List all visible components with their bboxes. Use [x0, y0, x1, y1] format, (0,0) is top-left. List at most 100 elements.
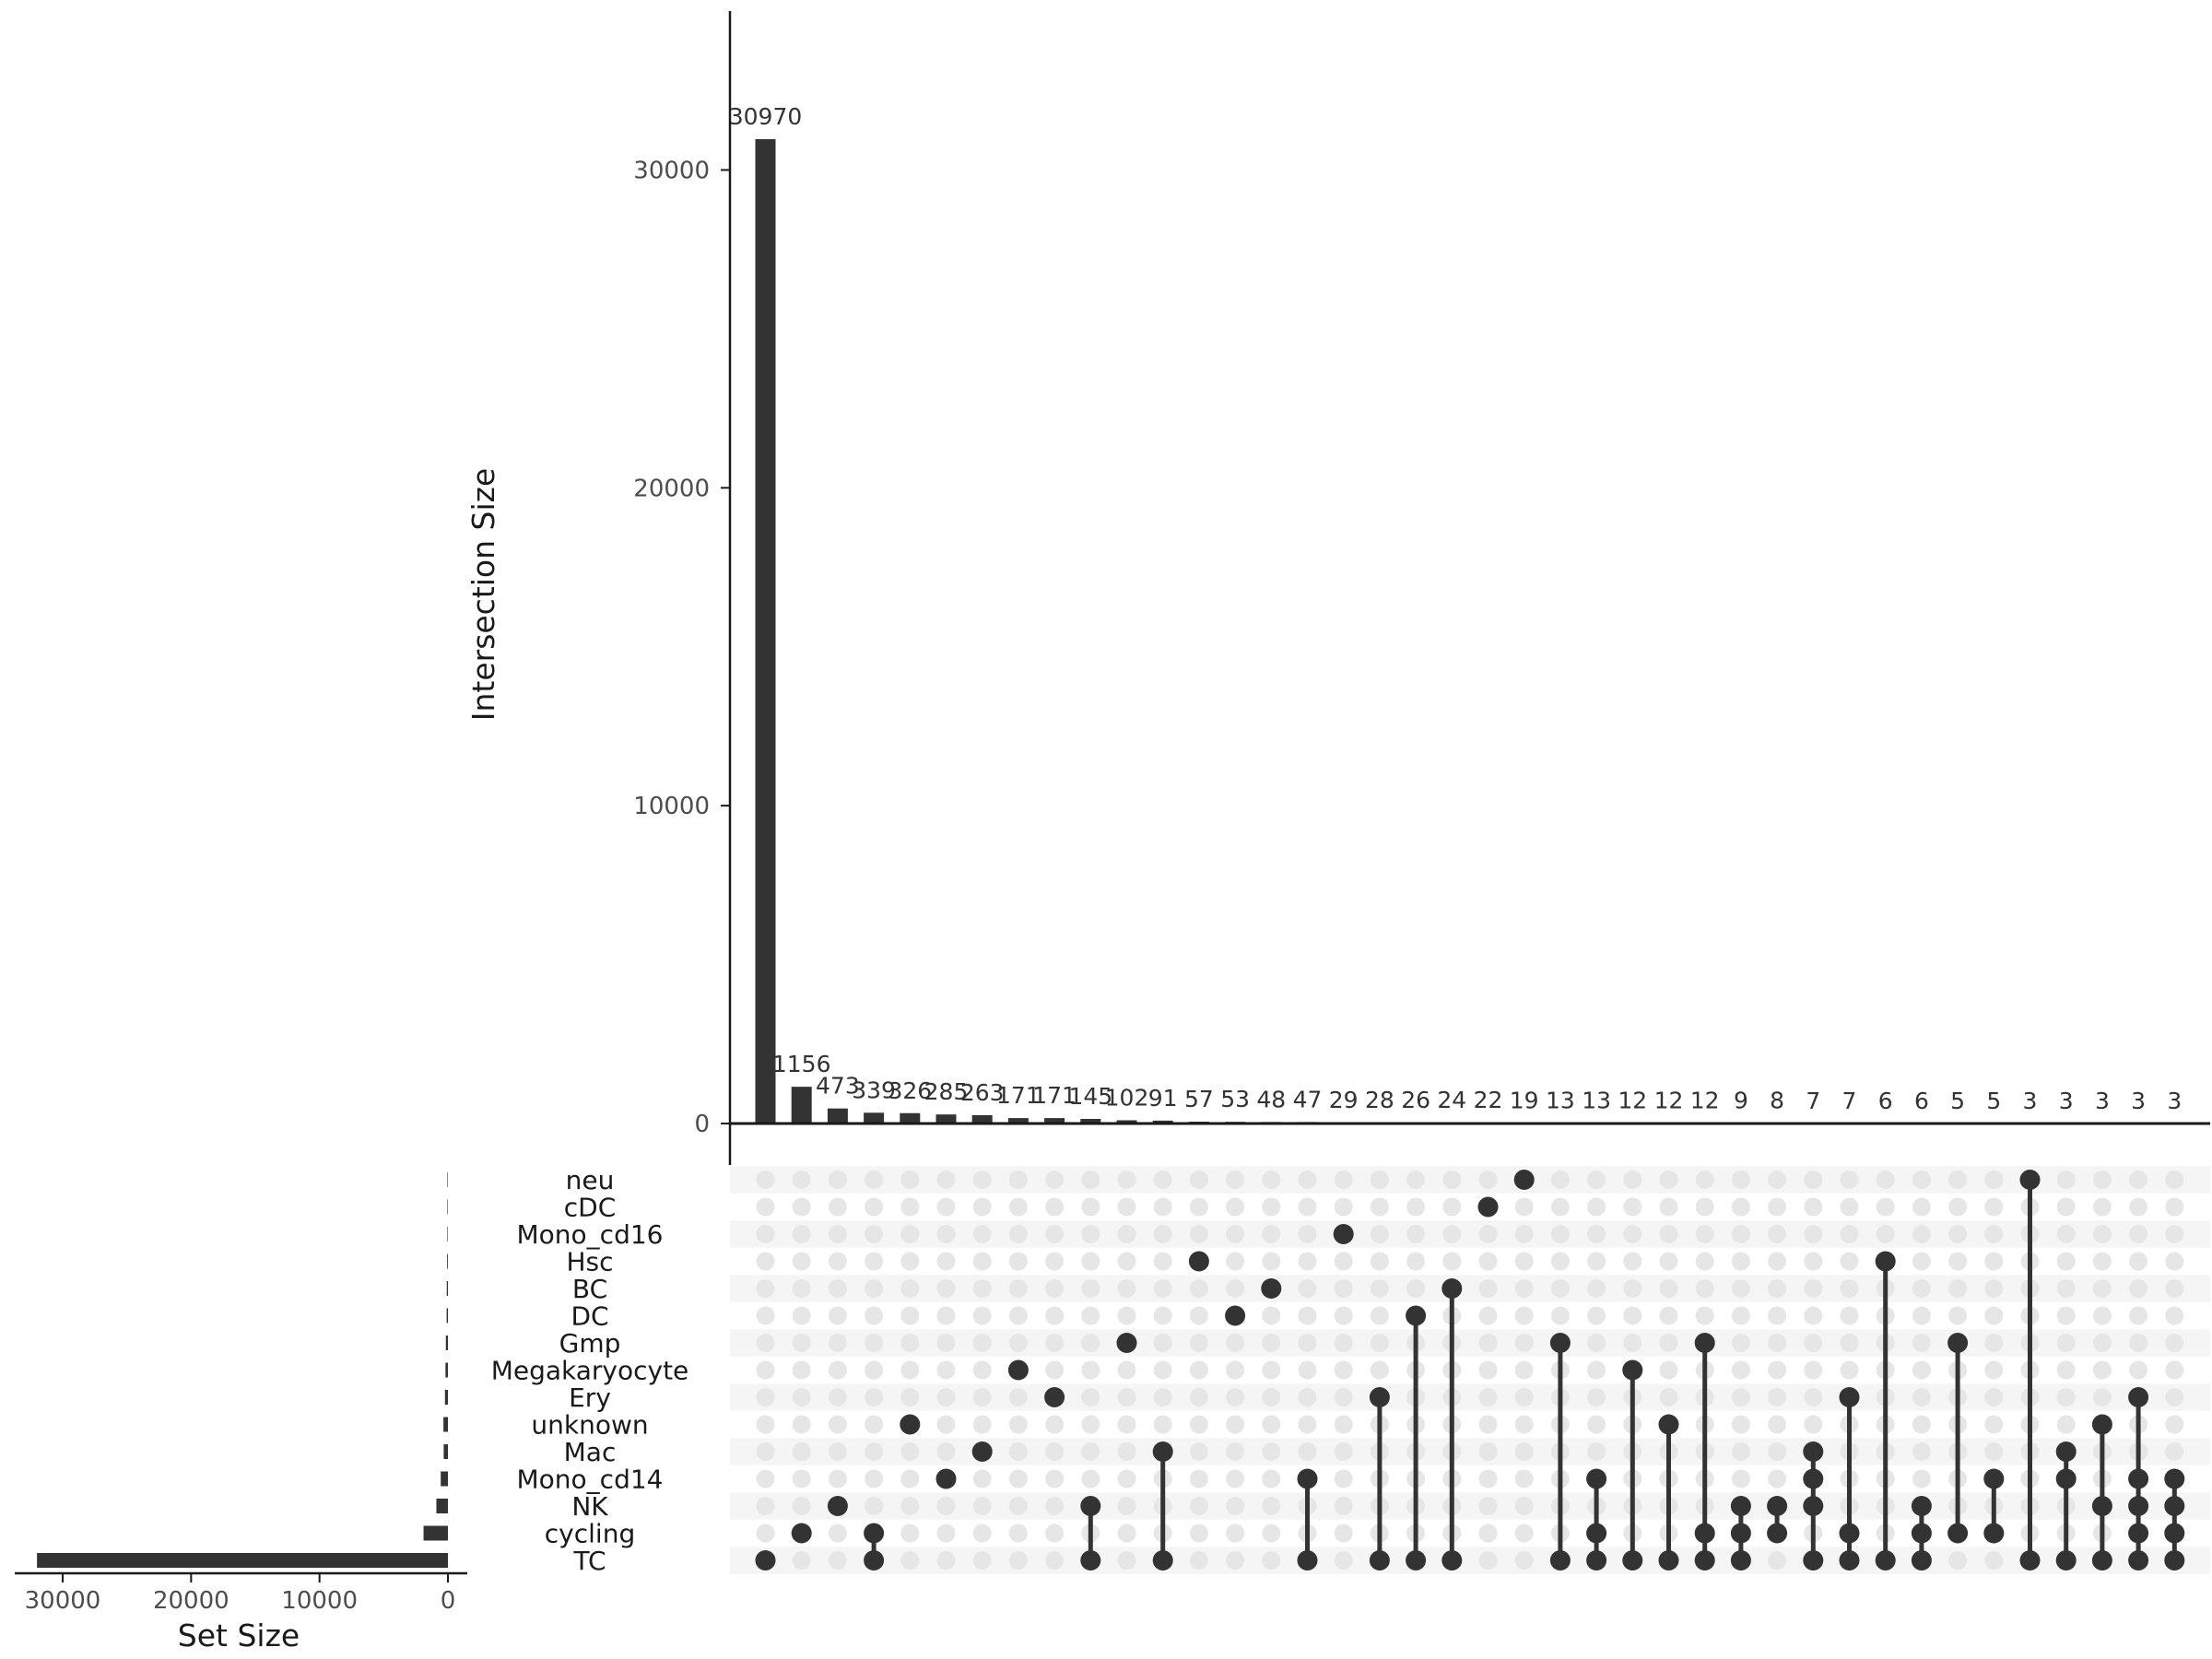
matrix-dot-inactive [1514, 1388, 1534, 1406]
matrix-dot-inactive [1840, 1225, 1859, 1243]
matrix-dot-inactive [1226, 1360, 1245, 1380]
matrix-dot-inactive [1984, 1551, 2004, 1570]
intersection-bar [900, 1112, 921, 1124]
matrix-dot-inactive [865, 1306, 884, 1325]
matrix-dot-inactive [1081, 1360, 1100, 1380]
matrix-dot-inactive [1045, 1197, 1065, 1217]
matrix-dot-inactive [1081, 1171, 1100, 1189]
intersection-bar-label: 13 [1546, 1088, 1575, 1114]
matrix-dot-inactive [1045, 1469, 1065, 1488]
matrix-dot-inactive [1623, 1306, 1642, 1325]
matrix-dot-inactive [1334, 1524, 1353, 1543]
matrix-dot-inactive [1189, 1334, 1208, 1352]
matrix-dot-inactive [1768, 1171, 1787, 1189]
matrix-dot-inactive [1587, 1388, 1606, 1406]
intersection-bar-label: 7 [1806, 1088, 1820, 1114]
matrix-dot-inactive [1081, 1415, 1100, 1434]
intersection-bar-label: 3 [2131, 1088, 2146, 1114]
matrix-dot-inactive [865, 1415, 884, 1434]
matrix-dot-inactive [1081, 1334, 1100, 1352]
intersection-bar-label: 12 [1690, 1088, 1720, 1114]
matrix-dot-inactive [936, 1197, 956, 1217]
matrix-dot-active [2128, 1550, 2149, 1571]
matrix-dot-inactive [1370, 1279, 1389, 1298]
intersection-matrix [755, 1170, 2185, 1571]
matrix-dot-inactive [1948, 1306, 1968, 1325]
set-labels: neucDCMono_cd16HscBCDCGmpMegakaryocyteEr… [491, 1165, 689, 1576]
matrix-dot-inactive [1226, 1334, 1245, 1352]
matrix-dot-inactive [1008, 1171, 1028, 1189]
matrix-dot-inactive [1514, 1524, 1534, 1543]
matrix-dot-inactive [1731, 1171, 1750, 1189]
matrix-dot-inactive [2056, 1388, 2076, 1406]
matrix-dot-inactive [1840, 1360, 1859, 1380]
matrix-dot-inactive [1731, 1442, 1750, 1461]
matrix-dot-inactive [792, 1279, 811, 1298]
matrix-dot-active [864, 1523, 885, 1544]
intersection-bar-label: 47 [1293, 1086, 1323, 1112]
set-label: DC [571, 1301, 608, 1332]
matrix-dot-inactive [2129, 1197, 2148, 1217]
matrix-dot-inactive [1189, 1225, 1208, 1243]
matrix-dot-active [1839, 1387, 1860, 1407]
matrix-dot-inactive [1840, 1279, 1859, 1298]
matrix-dot-inactive [1550, 1225, 1570, 1243]
matrix-dot-inactive [1768, 1551, 1787, 1570]
matrix-dot-inactive [1189, 1469, 1208, 1488]
matrix-dot-inactive [792, 1252, 811, 1271]
set-size-bar [447, 1199, 448, 1215]
matrix-dot-inactive [1912, 1415, 1931, 1434]
intersection-bar-label: 285 [924, 1078, 969, 1105]
matrix-dot-active [1297, 1550, 1318, 1571]
matrix-dot-inactive [1478, 1225, 1498, 1243]
matrix-dot-inactive [1117, 1306, 1136, 1325]
matrix-dot-inactive [1334, 1442, 1353, 1461]
matrix-dot-inactive [792, 1225, 811, 1243]
matrix-dot-inactive [1695, 1306, 1714, 1325]
matrix-dot-inactive [1153, 1415, 1172, 1434]
matrix-dot-inactive [1695, 1279, 1714, 1298]
intersection-bar-label: 1156 [772, 1051, 831, 1077]
matrix-dot-inactive [1984, 1334, 2004, 1352]
matrix-dot-inactive [756, 1360, 775, 1380]
matrix-dot-inactive [1045, 1415, 1065, 1434]
matrix-dot-inactive [756, 1334, 775, 1352]
matrix-dot-inactive [1840, 1171, 1859, 1189]
matrix-dot-active [1730, 1496, 1751, 1516]
matrix-dot-inactive [1298, 1279, 1317, 1298]
matrix-dot-inactive [1948, 1551, 1968, 1570]
matrix-dot-inactive [1262, 1334, 1281, 1352]
matrix-dot-inactive [1226, 1225, 1245, 1243]
matrix-dot-inactive [1587, 1360, 1606, 1380]
matrix-dot-inactive [1442, 1252, 1462, 1271]
matrix-dot-inactive [1442, 1171, 1462, 1189]
matrix-dot-inactive [792, 1551, 811, 1570]
matrix-dot-active [1947, 1523, 1969, 1544]
intersection-bar-label: 9 [1734, 1088, 1748, 1114]
matrix-dot-inactive [1370, 1334, 1389, 1352]
matrix-dot-inactive [1984, 1279, 2004, 1298]
matrix-dot-inactive [1045, 1524, 1065, 1543]
matrix-dot-inactive [828, 1551, 847, 1570]
matrix-dot-active [1441, 1278, 1463, 1299]
matrix-dot-inactive [1334, 1551, 1353, 1570]
matrix-dot-inactive [1768, 1415, 1787, 1434]
matrix-dot-inactive [936, 1388, 956, 1406]
set-size-bar [443, 1444, 448, 1459]
matrix-dot-inactive [1370, 1252, 1389, 1271]
intersection-bar [1080, 1118, 1101, 1124]
matrix-dot-active [1261, 1278, 1282, 1299]
matrix-dot-inactive [1514, 1497, 1534, 1515]
matrix-dot-inactive [1008, 1334, 1028, 1352]
set-label: Megakaryocyte [491, 1356, 689, 1386]
matrix-dot-inactive [1117, 1197, 1136, 1217]
matrix-dot-inactive [865, 1442, 884, 1461]
matrix-dot-inactive [2165, 1360, 2184, 1380]
matrix-dot-inactive [1587, 1171, 1606, 1189]
intersection-bar-label: 102 [1105, 1084, 1149, 1111]
matrix-dot-inactive [1008, 1415, 1028, 1434]
matrix-dot-inactive [1117, 1171, 1136, 1189]
matrix-dot-active [2055, 1441, 2077, 1462]
matrix-dot-inactive [1587, 1306, 1606, 1325]
set-size-bar [446, 1281, 448, 1296]
